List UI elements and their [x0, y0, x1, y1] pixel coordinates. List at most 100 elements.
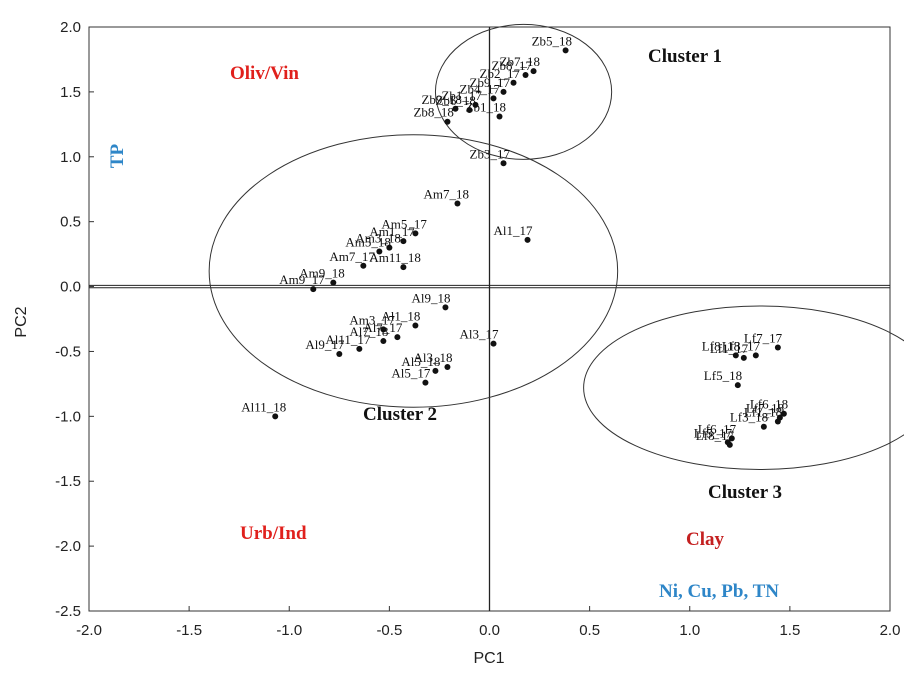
annotation-clay: Clay	[686, 529, 725, 550]
annotation-ni-cu-pb-tn: Ni, Cu, Pb, TN	[659, 581, 779, 602]
data-point	[394, 334, 401, 341]
data-point	[510, 79, 517, 86]
y-tick-label: -1.5	[55, 473, 81, 490]
data-point	[422, 379, 429, 386]
data-point	[336, 351, 343, 358]
reference-lines	[89, 27, 890, 611]
data-point	[386, 244, 393, 251]
x-tick-label: 1.5	[779, 622, 800, 639]
point-label: Zb4_17	[460, 81, 501, 96]
data-point	[774, 344, 781, 351]
point-label: Al9_18	[411, 290, 450, 305]
point-label: Am7_18	[423, 186, 469, 201]
data-point	[360, 262, 367, 269]
point-label: Al11_18	[241, 399, 286, 414]
data-point	[412, 322, 419, 329]
point-label: Lf5_17	[694, 425, 733, 440]
point-label: Al5_18	[401, 354, 440, 369]
point-label: Al9_17	[305, 337, 345, 352]
point-label: Lf3_18	[730, 410, 768, 425]
y-tick-label: -0.5	[55, 343, 81, 360]
x-tick-labels: -2.0 -1.5 -1.0 -0.5 0.0 0.5 1.0 1.5 2.0	[76, 622, 900, 639]
data-point	[496, 113, 503, 120]
cluster-2-label: Cluster 2	[363, 404, 437, 425]
data-point	[530, 68, 537, 75]
point-label: Am11_18	[369, 250, 421, 265]
point-label: Zb5_18	[532, 33, 572, 48]
point-label: Lf7_18	[746, 401, 784, 416]
annotation-tp: TP	[107, 143, 128, 168]
y-tick-label: 2.0	[60, 19, 81, 36]
data-point	[310, 286, 317, 293]
x-tick-label: 2.0	[880, 622, 901, 639]
point-label: Lf6_17	[698, 421, 737, 436]
data-point	[466, 107, 473, 114]
point-label: Zb7_18	[500, 54, 540, 69]
data-point	[442, 304, 449, 311]
point-label: Al7_17	[363, 320, 403, 335]
point-label: Zb6_18	[435, 93, 475, 108]
data-point	[728, 435, 735, 442]
data-point	[740, 354, 747, 361]
data-point	[752, 352, 759, 359]
data-point	[500, 88, 507, 95]
y-tick-label: -1.0	[55, 408, 81, 425]
cluster-ellipse-2	[208, 134, 619, 408]
point-label: Am3_18	[355, 231, 401, 246]
point-label: Zb8_17	[492, 58, 533, 73]
data-point	[380, 326, 387, 333]
data-point	[490, 340, 497, 347]
x-tick-label: -2.0	[76, 622, 102, 639]
point-labels: Zb5_18Zb7_18Zb8_17Zb2_17Zb9_17Zb4_17Zb1_…	[241, 33, 788, 443]
point-label: Zb8_18	[413, 105, 453, 120]
point-label: Am9_18	[299, 266, 345, 281]
data-point	[376, 248, 383, 255]
data-point	[726, 441, 733, 448]
point-label: Al1_18	[381, 308, 420, 323]
data-point	[412, 230, 419, 237]
cluster-ellipses	[208, 23, 904, 471]
point-label: Al7_18	[349, 324, 388, 339]
y-tick-label: 0.0	[60, 279, 81, 296]
point-label: Lf6_18	[750, 397, 788, 412]
point-label: Zb9_17	[470, 75, 511, 90]
y-tick-label: 1.0	[60, 149, 81, 166]
data-point	[522, 72, 529, 79]
point-label: Lf3_17	[722, 338, 761, 353]
data-point	[734, 382, 741, 389]
data-point	[562, 47, 569, 54]
point-label: Zb1_17	[441, 88, 482, 103]
x-axis-title: PC1	[473, 650, 504, 667]
annotation-oliv-vin: Oliv/Vin	[230, 63, 299, 84]
point-label: Am5_17	[381, 216, 427, 231]
annotation-urb-ind: Urb/Ind	[240, 523, 307, 544]
data-point	[760, 423, 767, 430]
data-point	[400, 238, 407, 245]
point-label: Lf8_17	[696, 428, 735, 443]
point-label: Am9_17	[279, 272, 325, 287]
point-label: Lf1_17	[710, 341, 749, 356]
data-point	[452, 105, 459, 112]
point-label: Lf1_18	[744, 405, 782, 420]
point-label: Lf8_18	[702, 338, 740, 353]
point-label: Al5_17	[391, 366, 431, 381]
data-point	[454, 200, 461, 207]
data-point	[330, 279, 337, 286]
x-tick-label: 0.5	[579, 622, 600, 639]
x-tick-label: -1.0	[276, 622, 302, 639]
x-tick-label: -0.5	[376, 622, 402, 639]
y-tick-label: 1.5	[60, 84, 81, 101]
point-label: Lf7_17	[744, 331, 783, 346]
y-axis-title: PC2	[13, 306, 30, 337]
data-point	[272, 413, 279, 420]
point-label: Al3_18	[413, 350, 452, 365]
data-point	[500, 160, 507, 167]
data-point	[380, 338, 387, 345]
data-point	[732, 352, 739, 359]
point-label: Am7_17	[329, 249, 375, 264]
point-label: Am1_17	[369, 224, 415, 239]
cluster-1-label: Cluster 1	[648, 46, 722, 67]
data-point	[472, 101, 479, 108]
point-label: Lf5_18	[704, 368, 742, 383]
